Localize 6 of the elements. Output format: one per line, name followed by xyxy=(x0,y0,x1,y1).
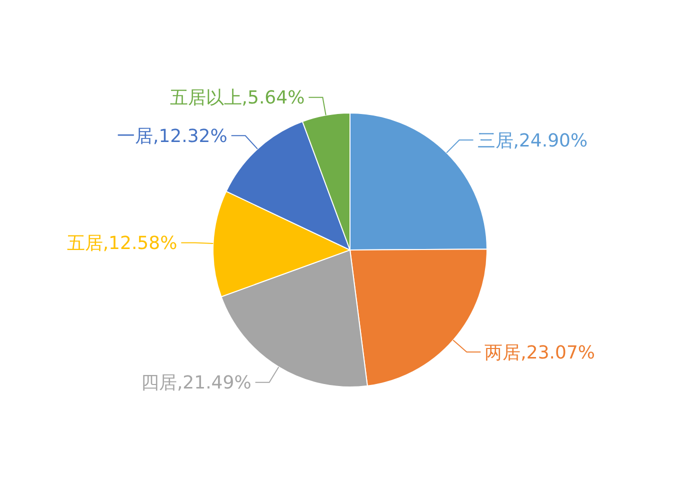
slice-label: 四居,21.49% xyxy=(140,372,252,394)
slice-label: 两居,23.07% xyxy=(484,342,596,364)
slice-label: 五居,12.58% xyxy=(66,233,178,254)
slice-label: 一居,12.32% xyxy=(116,126,228,147)
slice-label: 三居,24.90% xyxy=(477,130,588,152)
slice-label: 五居以上,5.64% xyxy=(170,88,305,109)
